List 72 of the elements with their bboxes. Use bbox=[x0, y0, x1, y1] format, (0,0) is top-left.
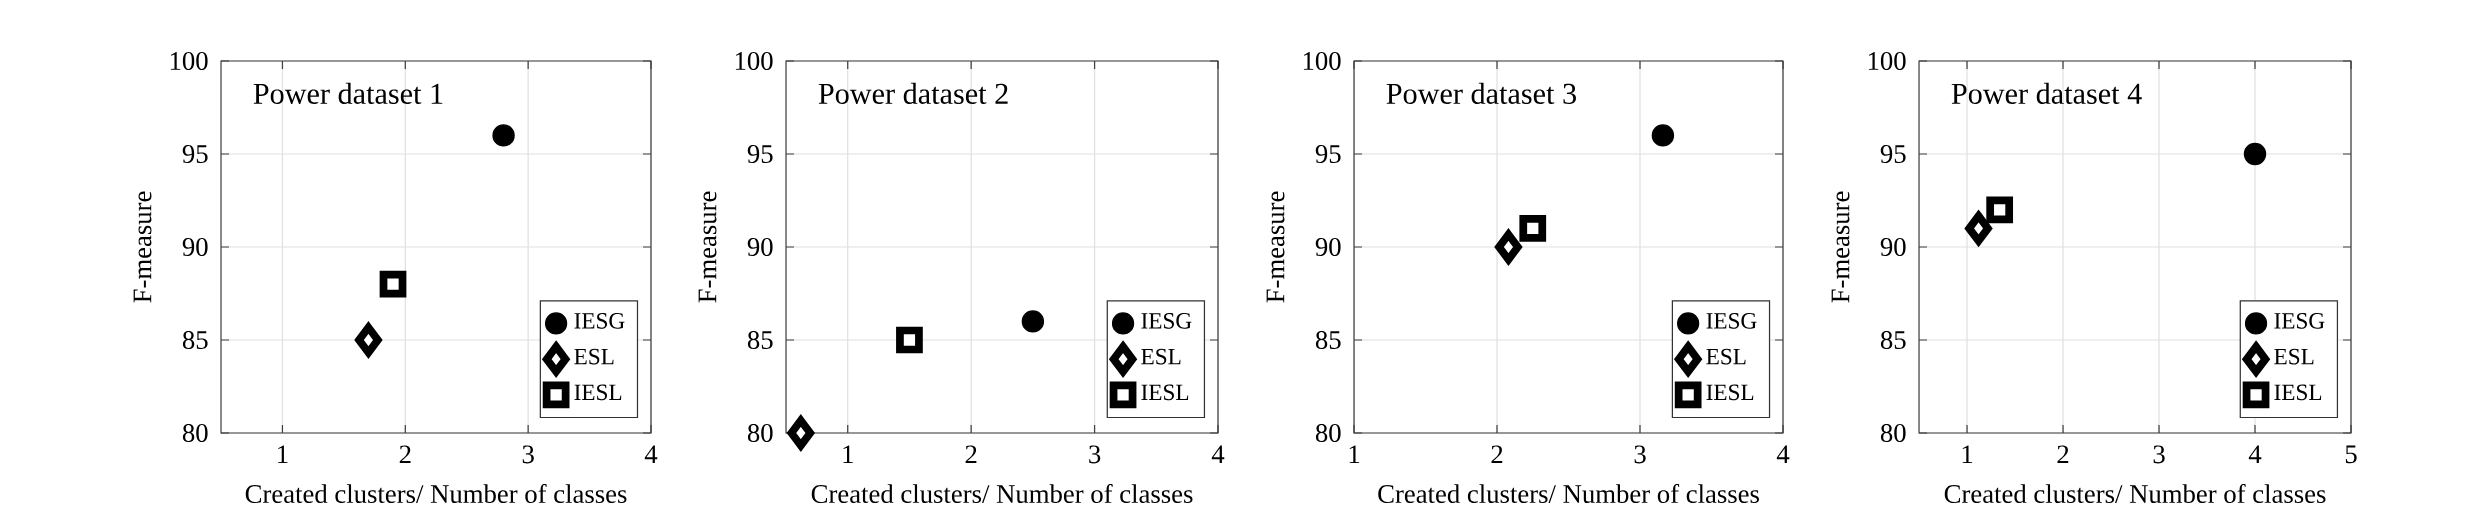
y-tick-label: 95 bbox=[747, 145, 773, 163]
y-tick-label: 100 bbox=[170, 51, 208, 71]
x-tick-label: 2 bbox=[2057, 445, 2069, 464]
y-tick-label: 85 bbox=[1880, 330, 1906, 350]
y-tick-label: 80 bbox=[1315, 423, 1341, 443]
y-tick-label: 90 bbox=[182, 237, 208, 257]
x-tick-label: 4 bbox=[2248, 445, 2262, 463]
x-tick-label: 3 bbox=[1089, 445, 1101, 464]
y-tick-label: 80 bbox=[1880, 423, 1906, 443]
text: Power dataset 4 bbox=[1951, 82, 2142, 104]
y-tick-label: 100 bbox=[1303, 51, 1341, 71]
y-tick-label: 90 bbox=[1880, 237, 1906, 257]
point bbox=[786, 414, 815, 452]
point bbox=[1651, 124, 1675, 147]
legend-label: IESG bbox=[574, 313, 625, 329]
legend-label: ESL bbox=[1706, 348, 1746, 365]
text: Power dataset 2 bbox=[818, 82, 1008, 104]
legend-label: IESL bbox=[574, 384, 622, 401]
point bbox=[1021, 310, 1045, 333]
x-tick-label: 1 bbox=[843, 445, 853, 464]
y-axis-title: F-measure bbox=[1266, 191, 1285, 303]
x-tick-label: 1 bbox=[1349, 445, 1360, 464]
x-tick-label: 2 bbox=[965, 445, 977, 464]
x-tick-label: 1 bbox=[278, 445, 288, 464]
x-axis-title: Created clusters/ Number of classes bbox=[245, 483, 627, 504]
x-axis-title: Created clusters/ Number of classes bbox=[1944, 483, 2326, 504]
point bbox=[492, 124, 515, 147]
text: Power dataset 1 bbox=[253, 82, 443, 104]
x-axis-title: Created clusters/ Number of classes bbox=[811, 483, 1193, 504]
x-tick-label: 3 bbox=[2153, 445, 2165, 464]
legend-label: IESL bbox=[1141, 384, 1189, 401]
y-tick-label: 100 bbox=[735, 51, 773, 71]
point bbox=[2243, 142, 2267, 166]
x-tick-label: 4 bbox=[1776, 445, 1790, 463]
y-tick-label: 95 bbox=[1315, 145, 1341, 163]
point bbox=[1986, 196, 2014, 224]
x-tick-label: 5 bbox=[2345, 445, 2357, 464]
legend-label: ESL bbox=[574, 348, 614, 365]
legend-label: IESG bbox=[2274, 313, 2325, 329]
point bbox=[1494, 228, 1523, 266]
x-tick-label: 3 bbox=[522, 445, 534, 464]
y-tick-label: 85 bbox=[1315, 330, 1341, 350]
y-tick-label: 90 bbox=[1315, 237, 1341, 257]
legend-label: ESL bbox=[1141, 348, 1181, 365]
point bbox=[896, 326, 923, 354]
legend-label: IESG bbox=[1141, 313, 1192, 329]
legend-label: IESL bbox=[1706, 384, 1754, 401]
x-tick-label: 2 bbox=[1491, 445, 1503, 464]
x-tick-label: 4 bbox=[644, 445, 658, 463]
y-axis-title: F-measure bbox=[1831, 191, 1850, 303]
legend-label: IESL bbox=[2274, 384, 2322, 401]
y-tick-label: 85 bbox=[747, 330, 773, 350]
text: Power dataset 3 bbox=[1386, 82, 1576, 104]
x-tick-label: 1 bbox=[1962, 445, 1973, 464]
point bbox=[379, 270, 407, 298]
x-axis-title: Created clusters/ Number of classes bbox=[1378, 483, 1759, 504]
y-tick-label: 95 bbox=[1880, 145, 1906, 163]
y-tick-label: 80 bbox=[747, 423, 773, 443]
x-tick-label: 2 bbox=[399, 445, 411, 464]
y-tick-label: 90 bbox=[747, 237, 773, 257]
y-tick-label: 95 bbox=[182, 145, 208, 163]
y-tick-label: 80 bbox=[182, 423, 208, 443]
x-tick-label: 3 bbox=[1634, 445, 1646, 464]
y-tick-label: 100 bbox=[1868, 51, 1906, 71]
legend-label: IESG bbox=[1706, 313, 1757, 329]
point bbox=[354, 321, 383, 359]
y-axis-title: F-measure bbox=[698, 191, 717, 303]
point bbox=[1519, 215, 1547, 242]
y-tick-label: 85 bbox=[182, 330, 208, 350]
y-axis-title: F-measure bbox=[133, 191, 152, 303]
x-tick-label: 4 bbox=[1211, 445, 1225, 463]
legend-label: ESL bbox=[2274, 348, 2314, 365]
